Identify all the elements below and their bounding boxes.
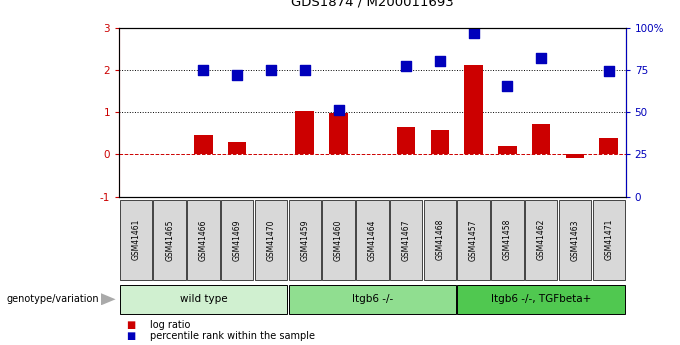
Text: GSM41467: GSM41467	[402, 219, 411, 260]
Bar	[194, 135, 213, 155]
Point	[333, 108, 344, 113]
Text: percentile rank within the sample: percentile rank within the sample	[150, 332, 315, 341]
Text: Itgb6 -/-, TGFbeta+: Itgb6 -/-, TGFbeta+	[491, 294, 592, 304]
Bar	[228, 142, 246, 155]
Text: GSM41463: GSM41463	[571, 219, 579, 260]
FancyBboxPatch shape	[221, 200, 254, 279]
Text: GDS1874 / M200011693: GDS1874 / M200011693	[291, 0, 454, 9]
Text: GSM41468: GSM41468	[435, 219, 444, 260]
FancyBboxPatch shape	[559, 200, 591, 279]
Text: GSM41459: GSM41459	[301, 219, 309, 260]
Bar	[329, 114, 347, 155]
FancyBboxPatch shape	[120, 285, 287, 314]
Text: ■: ■	[126, 332, 135, 341]
Text: wild type: wild type	[180, 294, 227, 304]
Text: GSM41457: GSM41457	[469, 219, 478, 260]
FancyBboxPatch shape	[154, 200, 186, 279]
Bar	[296, 111, 314, 155]
Text: GSM41462: GSM41462	[537, 219, 545, 260]
Bar	[430, 130, 449, 155]
FancyBboxPatch shape	[187, 200, 220, 279]
Text: GSM41470: GSM41470	[267, 219, 275, 260]
FancyBboxPatch shape	[255, 200, 287, 279]
Text: genotype/variation: genotype/variation	[7, 294, 99, 304]
Text: GSM41469: GSM41469	[233, 219, 241, 260]
Point	[265, 67, 276, 72]
FancyBboxPatch shape	[491, 200, 524, 279]
Point	[603, 68, 614, 74]
FancyBboxPatch shape	[458, 200, 490, 279]
Text: Itgb6 -/-: Itgb6 -/-	[352, 294, 393, 304]
Text: GSM41464: GSM41464	[368, 219, 377, 260]
Point	[502, 83, 513, 89]
FancyBboxPatch shape	[424, 200, 456, 279]
Text: GSM41471: GSM41471	[605, 219, 613, 260]
Text: GSM41461: GSM41461	[131, 219, 140, 260]
Text: ■: ■	[126, 320, 135, 330]
Point	[435, 58, 445, 63]
Text: GSM41460: GSM41460	[334, 219, 343, 260]
Text: log ratio: log ratio	[150, 320, 190, 330]
Text: GSM41466: GSM41466	[199, 219, 208, 260]
Bar	[464, 65, 483, 155]
Bar	[566, 155, 584, 158]
FancyBboxPatch shape	[592, 200, 625, 279]
Point	[401, 64, 411, 69]
FancyBboxPatch shape	[120, 200, 152, 279]
Bar	[532, 124, 550, 155]
Point	[536, 56, 547, 61]
Point	[469, 30, 479, 36]
FancyBboxPatch shape	[322, 200, 355, 279]
Point	[299, 67, 310, 72]
FancyBboxPatch shape	[525, 200, 558, 279]
Bar	[498, 146, 517, 155]
Text: GSM41465: GSM41465	[165, 219, 174, 260]
Bar	[600, 138, 618, 155]
Point	[198, 67, 209, 72]
FancyBboxPatch shape	[288, 200, 321, 279]
FancyBboxPatch shape	[288, 285, 456, 314]
FancyBboxPatch shape	[356, 200, 388, 279]
Bar	[397, 127, 415, 155]
Point	[232, 72, 243, 78]
FancyBboxPatch shape	[390, 200, 422, 279]
Polygon shape	[101, 293, 116, 306]
Text: GSM41458: GSM41458	[503, 219, 512, 260]
FancyBboxPatch shape	[458, 285, 625, 314]
